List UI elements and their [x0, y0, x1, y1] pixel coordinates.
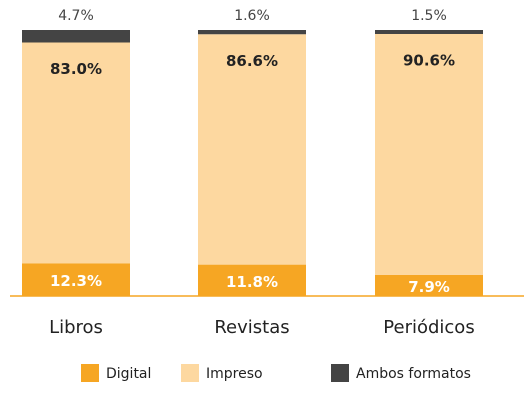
bar-segment — [198, 30, 306, 35]
value-label: 86.6% — [226, 52, 278, 70]
bar-segment — [22, 30, 130, 43]
value-label: 83.0% — [50, 60, 102, 78]
legend-swatch — [81, 364, 99, 382]
legend-swatch — [181, 364, 199, 382]
legend-label: Impreso — [206, 366, 263, 382]
x-tick-label: Periódicos — [383, 317, 474, 338]
bar-segment — [198, 34, 306, 265]
value-label: 90.6% — [403, 51, 455, 69]
x-tick-label: Revistas — [214, 317, 289, 338]
value-label: 4.7% — [58, 8, 94, 24]
legend-label: Digital — [106, 366, 151, 382]
bar-segment — [22, 263, 130, 296]
value-label: 12.3% — [50, 272, 102, 290]
bar-segment — [22, 42, 130, 264]
bar-segment — [198, 264, 306, 296]
value-label: 11.8% — [226, 273, 278, 291]
bar-segment — [375, 274, 483, 296]
legend-swatch — [331, 364, 349, 382]
value-label: 7.9% — [408, 278, 450, 296]
x-tick-label: Libros — [49, 317, 103, 338]
value-label: 1.5% — [411, 8, 447, 24]
value-label: 1.6% — [234, 8, 270, 24]
bar-segment — [375, 33, 483, 275]
bar-segment — [375, 30, 483, 34]
legend-label: Ambos formatos — [356, 366, 471, 382]
